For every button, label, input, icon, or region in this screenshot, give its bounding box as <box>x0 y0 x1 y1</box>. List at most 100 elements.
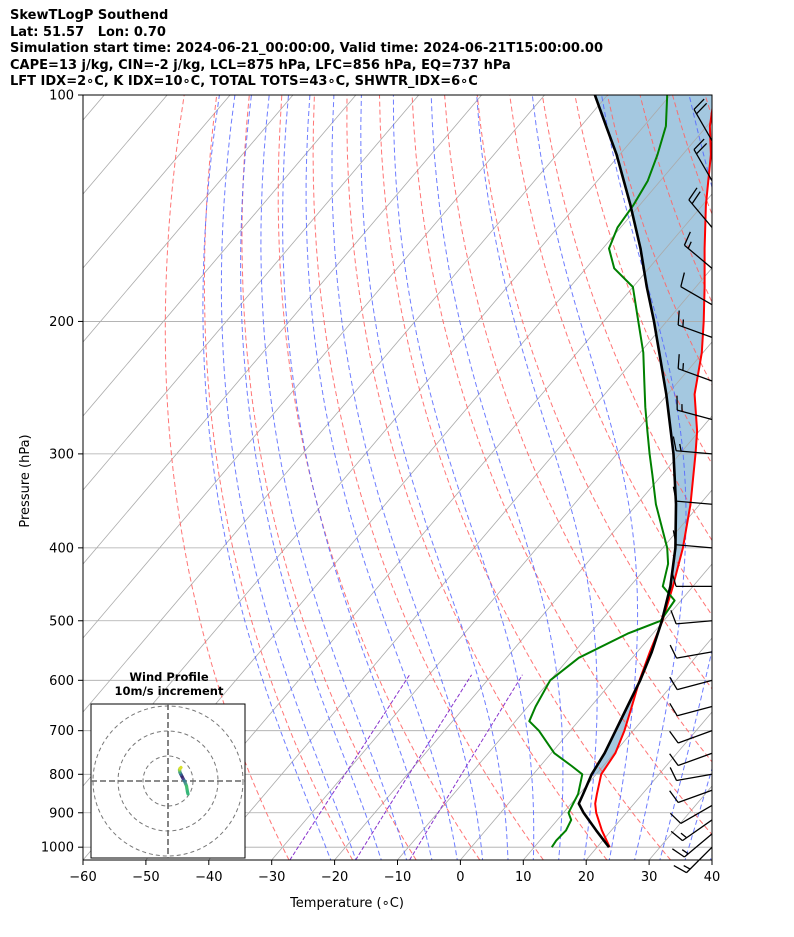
isotherm <box>83 95 105 121</box>
wind-barb <box>669 676 713 691</box>
x-tick-label: 20 <box>578 870 595 885</box>
barb-half-flag <box>683 865 691 870</box>
hodograph-title: Wind Profile 10m/s increment <box>92 670 246 698</box>
x-tick-label: −30 <box>258 870 285 885</box>
barb-shaft <box>677 409 713 421</box>
hodograph-title-line2: 10m/s increment <box>114 684 224 698</box>
x-tick-label: −60 <box>69 870 96 885</box>
barb-half-flag <box>679 443 682 452</box>
barb-flag <box>669 644 678 659</box>
chart-title: SkewTLogP Southend <box>10 8 169 23</box>
dry-adiabat <box>704 95 712 119</box>
y-tick-label: 900 <box>49 806 74 821</box>
wind-barb <box>677 310 713 338</box>
barb-flag <box>669 790 679 803</box>
dry-adiabat <box>509 95 712 617</box>
wind-barb <box>677 354 713 382</box>
moist-adiabat <box>305 95 458 860</box>
isotherm <box>208 267 712 860</box>
isotherm <box>83 95 357 417</box>
barb-flag <box>688 187 698 201</box>
barb-flag <box>669 702 678 717</box>
isotherm <box>145 193 712 860</box>
moist-adiabat <box>220 95 357 860</box>
moist-adiabat <box>601 95 687 860</box>
y-tick-label: 200 <box>49 315 74 330</box>
y-tick-label: 400 <box>49 541 74 556</box>
hodograph-segment <box>178 765 183 771</box>
moist-adiabat <box>331 95 484 860</box>
moist-adiabat <box>260 95 408 860</box>
dry-adiabat <box>379 95 671 860</box>
barb-half-flag <box>680 832 688 839</box>
isotherm <box>83 95 420 491</box>
barb-shaft <box>676 544 713 549</box>
barb-shaft <box>677 789 713 804</box>
x-tick-label: −20 <box>321 870 348 885</box>
barb-flag <box>670 610 677 625</box>
moist-adiabat <box>202 95 332 860</box>
moist-adiabat <box>360 95 509 860</box>
barb-flag <box>669 753 679 766</box>
wind-barb <box>672 486 713 505</box>
y-tick-label: 500 <box>49 614 74 629</box>
barb-shaft <box>684 244 713 269</box>
x-tick-label: 40 <box>704 870 721 885</box>
barb-flag <box>669 676 678 690</box>
isotherm <box>83 95 294 343</box>
barb-shaft <box>676 500 713 505</box>
moist-adiabat <box>392 95 535 860</box>
isotherm <box>83 95 482 565</box>
dry-adiabat <box>476 95 712 690</box>
y-axis-label: Pressure (hPa) <box>18 434 33 527</box>
barb-shaft <box>677 679 713 691</box>
barb-shaft <box>682 819 713 842</box>
moist-adiabat <box>282 95 433 860</box>
parcel-line <box>577 95 678 848</box>
chart-title-block: SkewTLogP Southend Lat: 51.57 Lon: 0.70 … <box>10 8 603 91</box>
temperature-line <box>594 104 712 848</box>
moist-adiabat <box>659 95 712 860</box>
y-tick-label: 300 <box>49 447 74 462</box>
isotherm <box>711 859 712 860</box>
cape-fill <box>591 95 712 775</box>
barb-shaft <box>688 199 713 228</box>
hodograph-title-line1: Wind Profile <box>129 670 209 684</box>
y-tick-label: 600 <box>49 674 74 689</box>
mixing-ratio-line <box>289 674 411 860</box>
dry-adiabat <box>241 95 417 860</box>
barb-shaft <box>693 149 713 182</box>
moist-adiabat <box>240 95 382 860</box>
barb-shaft <box>677 368 713 382</box>
barb-shaft <box>676 651 713 659</box>
barb-flag <box>672 486 677 502</box>
wind-barb <box>693 138 713 182</box>
index-line: LFT IDX=2∘C, K IDX=10∘C, TOTAL TOTS=43∘C… <box>10 74 478 89</box>
barb-shaft <box>676 773 713 782</box>
barb-half-flag <box>682 319 685 327</box>
barb-half-flag <box>687 241 692 249</box>
barb-flag <box>669 730 679 744</box>
wind-barb <box>669 730 713 744</box>
dry-adiabat <box>574 95 712 465</box>
isotherm <box>775 95 794 860</box>
hodograph <box>91 704 245 858</box>
wind-barb <box>680 272 713 306</box>
location-line: Lat: 51.57 Lon: 0.70 <box>10 24 166 40</box>
cape-region <box>591 95 712 775</box>
x-tick-label: −50 <box>132 870 159 885</box>
background-grid <box>83 95 794 860</box>
barb-shaft <box>677 324 713 338</box>
x-tick-label: −40 <box>195 870 222 885</box>
barb-flag <box>680 272 685 287</box>
barb-shaft <box>677 705 713 717</box>
wind-barb <box>688 187 713 228</box>
dry-adiabat <box>444 95 712 763</box>
wind-barb <box>669 644 713 659</box>
x-tick-label: −10 <box>384 870 411 885</box>
y-tick-label: 700 <box>49 724 74 739</box>
barb-shaft <box>676 620 713 625</box>
dry-adiabat <box>770 95 794 860</box>
y-tick-label: 1000 <box>41 841 74 856</box>
wind-barb <box>683 231 713 269</box>
